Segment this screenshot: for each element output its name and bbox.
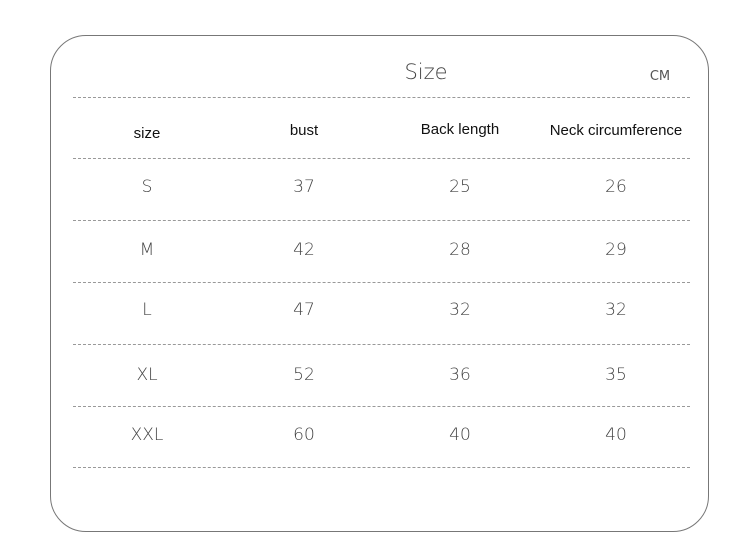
size-chart-card (50, 35, 709, 532)
table-cell: 42 (293, 240, 315, 260)
column-header: Back length (420, 121, 500, 138)
table-cell: 52 (293, 365, 315, 385)
table-cell: M (139, 240, 155, 260)
dashed-divider (73, 158, 690, 159)
table-cell: 60 (293, 425, 315, 445)
table-cell: 36 (449, 365, 471, 385)
table-cell: 40 (605, 425, 627, 445)
table-cell: S (141, 177, 153, 197)
column-header: Neck circumference (549, 122, 683, 139)
dashed-divider (73, 220, 690, 221)
dashed-divider (73, 344, 690, 345)
column-header: bust (289, 122, 319, 139)
table-cell: 32 (449, 300, 471, 320)
table-cell: 28 (449, 240, 471, 260)
table-cell: 37 (293, 177, 315, 197)
chart-title: Size (404, 60, 448, 84)
table-cell: 35 (605, 365, 627, 385)
table-cell: L (142, 300, 152, 320)
dashed-divider (73, 282, 690, 283)
table-cell: 40 (449, 425, 471, 445)
dashed-divider (73, 467, 690, 468)
column-header: size (133, 125, 161, 142)
table-cell: 25 (449, 177, 471, 197)
table-cell: 32 (605, 300, 627, 320)
dashed-divider (73, 406, 690, 407)
table-cell: 29 (605, 240, 627, 260)
dashed-divider (73, 97, 690, 98)
unit-label: CM (649, 69, 671, 84)
table-cell: 47 (293, 300, 315, 320)
table-cell: 26 (605, 177, 627, 197)
table-cell: XL (136, 365, 158, 385)
table-cell: XXL (130, 425, 164, 445)
